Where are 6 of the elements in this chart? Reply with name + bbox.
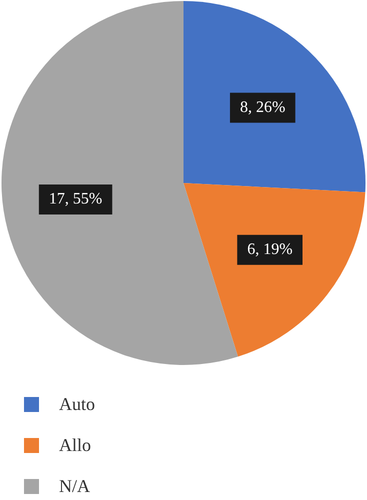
- data-label: 17, 55%: [48, 190, 102, 208]
- legend-label: N/A: [59, 476, 90, 497]
- data-label: 6, 19%: [247, 241, 293, 258]
- data-label: 8, 26%: [240, 98, 286, 116]
- legend-label: Auto: [59, 394, 95, 415]
- legend-label: Allo: [59, 435, 92, 456]
